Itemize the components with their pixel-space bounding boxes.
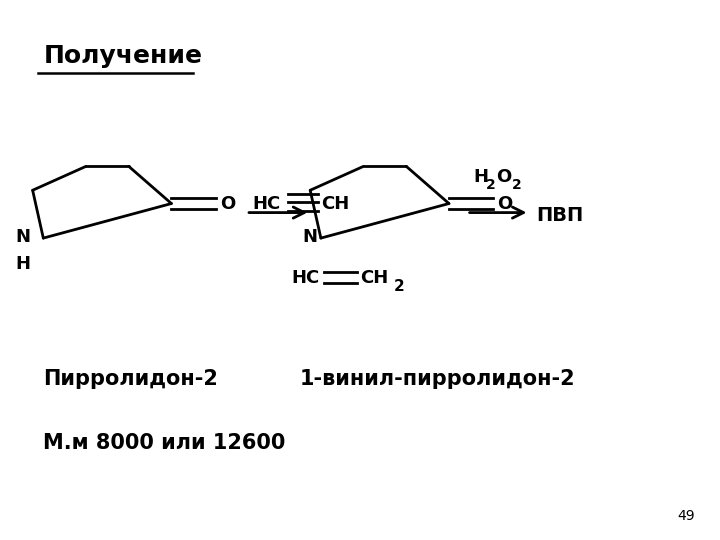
Text: 2: 2 <box>513 178 522 192</box>
Text: 49: 49 <box>677 509 695 523</box>
Text: O: O <box>498 194 513 213</box>
Text: 2: 2 <box>486 178 495 192</box>
Text: 1-винил-пирролидон-2: 1-винил-пирролидон-2 <box>300 369 575 389</box>
Text: CH: CH <box>360 269 388 287</box>
Text: 2: 2 <box>394 279 405 294</box>
Text: HC: HC <box>292 269 320 287</box>
Text: Пирролидон-2: Пирролидон-2 <box>43 369 218 389</box>
Text: CH: CH <box>321 194 349 213</box>
Text: Получение: Получение <box>43 44 202 68</box>
Text: H: H <box>473 168 488 186</box>
Text: H: H <box>16 255 30 273</box>
Text: N: N <box>16 228 30 246</box>
Text: N: N <box>302 228 318 246</box>
Text: М.м 8000 или 12600: М.м 8000 или 12600 <box>43 433 286 453</box>
Text: O: O <box>496 168 511 186</box>
Text: HC: HC <box>253 194 281 213</box>
Text: O: O <box>220 194 235 213</box>
Text: ПВП: ПВП <box>536 206 584 225</box>
